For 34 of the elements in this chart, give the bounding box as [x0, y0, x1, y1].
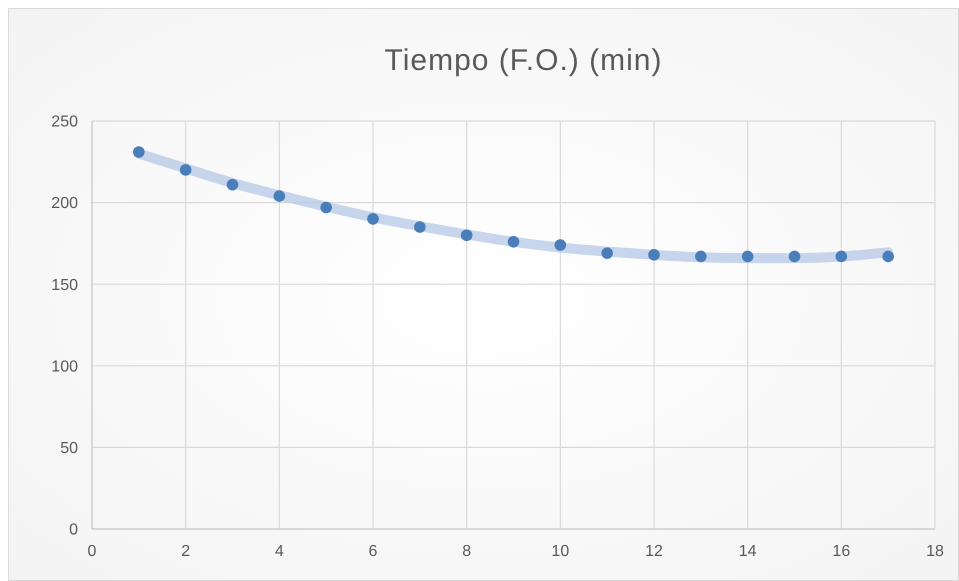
point — [788, 250, 800, 262]
point — [414, 221, 426, 233]
point — [226, 178, 238, 190]
y-tick-label: 250 — [51, 114, 78, 131]
chart-title: Tiempo (F.O.) (min) — [384, 44, 662, 77]
point — [274, 190, 286, 202]
x-tick-label: 14 — [738, 543, 757, 560]
x-tick-label: 2 — [181, 543, 190, 560]
point — [460, 229, 472, 242]
point — [508, 236, 520, 248]
point — [836, 250, 848, 262]
x-tick-label: 4 — [274, 543, 284, 560]
y-tick-label: 50 — [60, 440, 78, 457]
point — [648, 249, 660, 261]
y-tick-label: 100 — [51, 358, 78, 376]
point — [180, 164, 192, 176]
point — [601, 247, 613, 259]
x-tick-label: 6 — [368, 543, 378, 560]
y-tick-label: 0 — [69, 522, 78, 539]
x-tick-label: 10 — [551, 543, 570, 560]
y-tick-label: 200 — [51, 195, 78, 212]
y-tick-label: 150 — [51, 276, 78, 294]
point — [367, 213, 379, 225]
point — [554, 239, 566, 251]
point — [882, 250, 894, 262]
point — [695, 250, 707, 262]
x-tick-label: 16 — [832, 543, 850, 560]
point — [320, 202, 332, 214]
x-tick-label: 0 — [88, 543, 97, 560]
point — [742, 250, 754, 262]
x-tick-label: 8 — [462, 543, 472, 560]
x-tick-label: 12 — [645, 543, 663, 560]
x-tick-label: 18 — [926, 543, 944, 560]
point — [133, 146, 145, 158]
